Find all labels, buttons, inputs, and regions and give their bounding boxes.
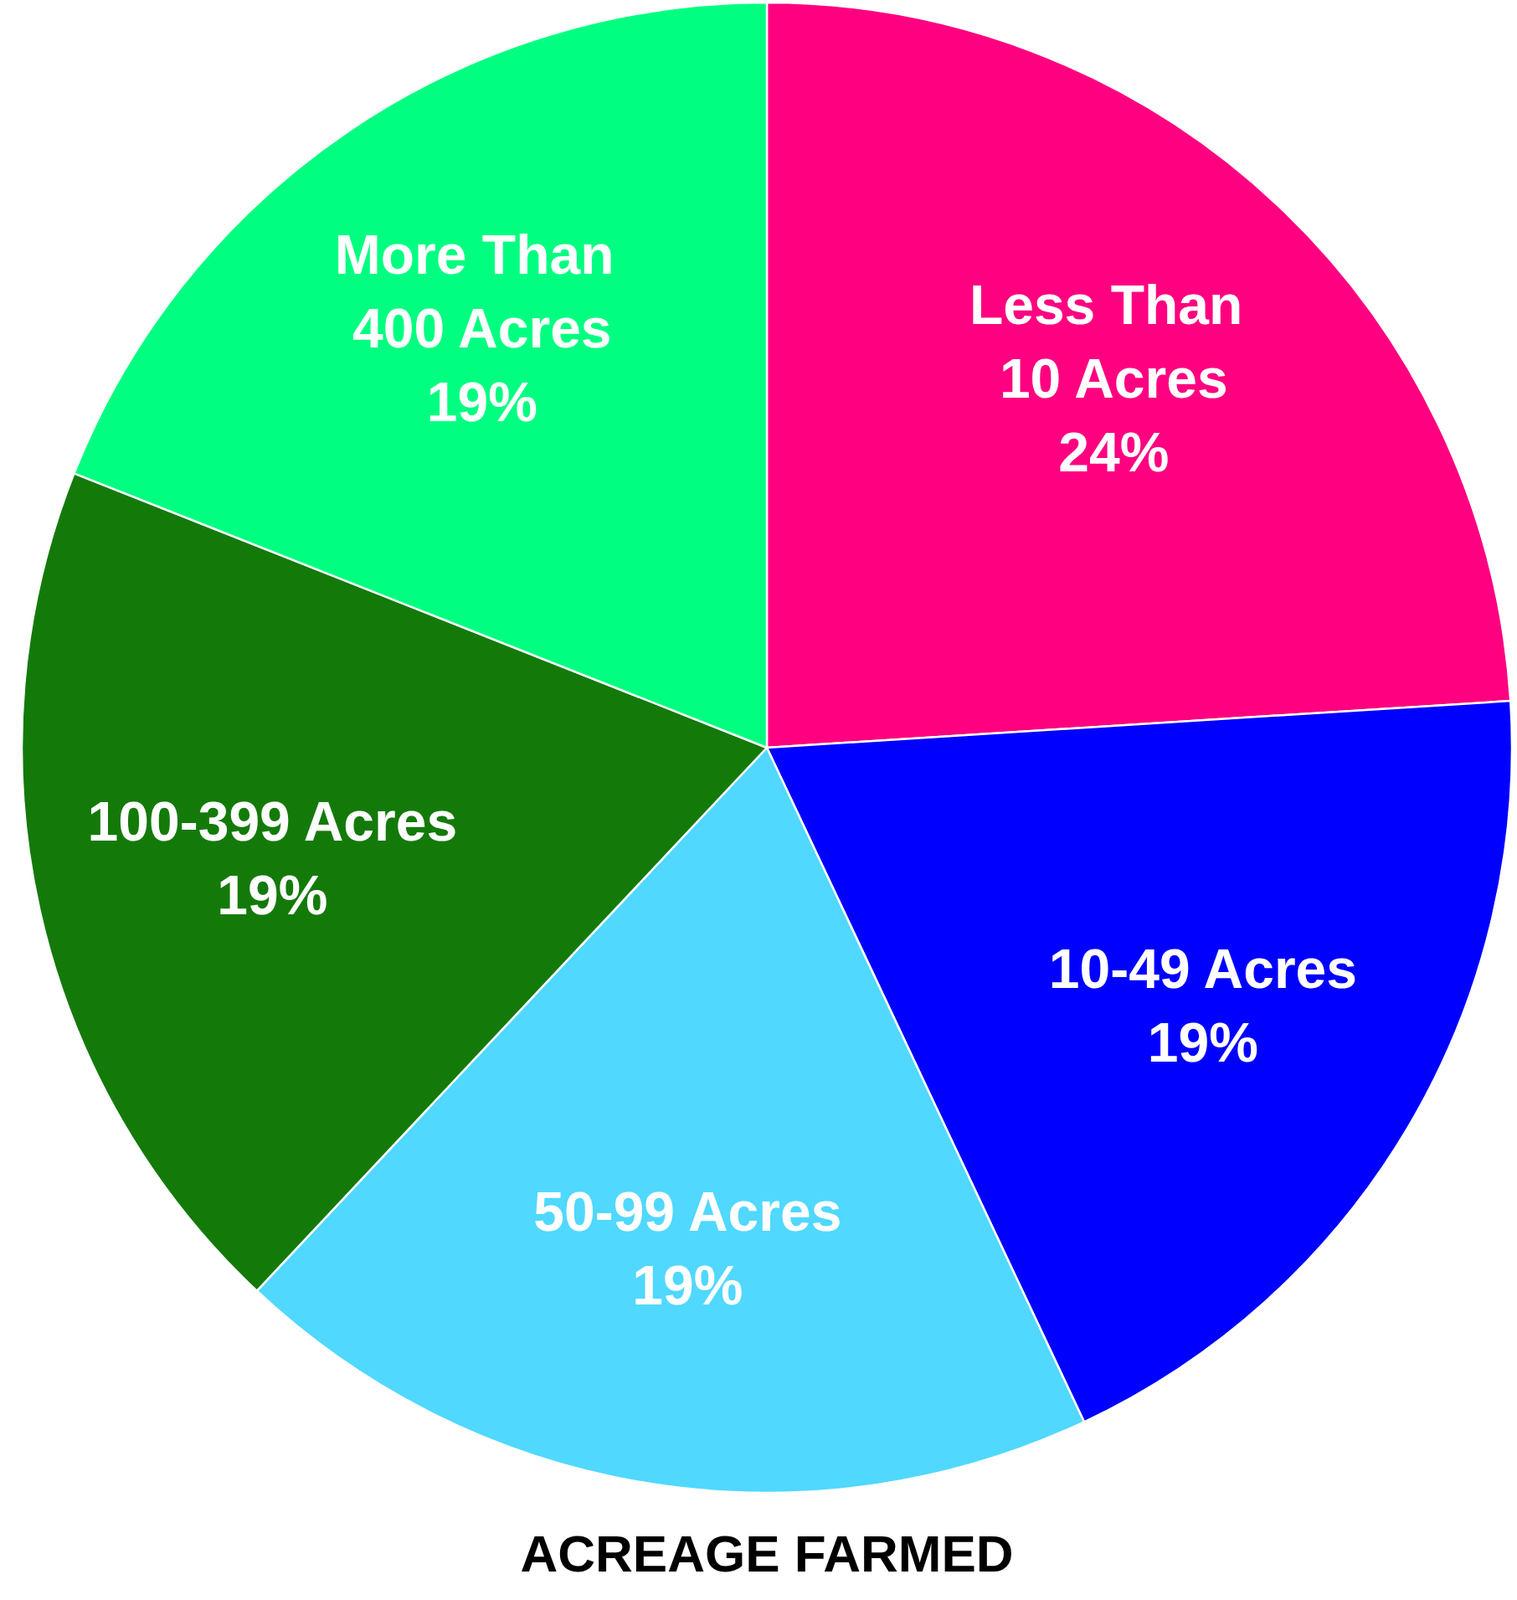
slice-label: 50-99 Acres — [533, 1180, 842, 1243]
slice-label-line: 10-49 Acres — [1049, 937, 1358, 1000]
slice-label: More Than 400 Acres — [334, 223, 630, 360]
slice-label-line: 10 Acres — [999, 347, 1229, 410]
slice-label: Less Than 10 Acres — [969, 273, 1259, 410]
chart-container: Less Than 10 Acres 24% 10-49 Acres 19% 50-99… — [0, 0, 1517, 1600]
pie-slice — [73, 2, 767, 748]
slice-label-line: More Than — [334, 223, 615, 286]
slice-label: 10-49 Acres — [1049, 937, 1358, 1000]
slice-label-line: Less Than — [969, 273, 1243, 336]
slice-label-line: 100-399 Acres — [87, 790, 458, 853]
slices — [21, 2, 1512, 1493]
chart-title: ACREAGE FARMED — [519, 1524, 1014, 1583]
data-label: 19% — [426, 370, 538, 433]
pie-chart: Less Than 10 Acres 24% 10-49 Acres 19% 50-99… — [0, 0, 1517, 1600]
slice-label-line: 400 Acres — [352, 297, 612, 360]
labels: Less Than 10 Acres 24% 10-49 Acres 19% 50-99… — [87, 223, 1358, 1316]
data-label: 24% — [1058, 421, 1169, 484]
pie-slice — [766, 2, 1511, 748]
data-label: 19% — [632, 1254, 743, 1317]
slice-label-line: 50-99 Acres — [533, 1180, 842, 1243]
data-label: 19% — [216, 863, 328, 926]
slice-label: 100-399 Acres — [87, 790, 458, 853]
data-label: 19% — [1147, 1011, 1259, 1074]
